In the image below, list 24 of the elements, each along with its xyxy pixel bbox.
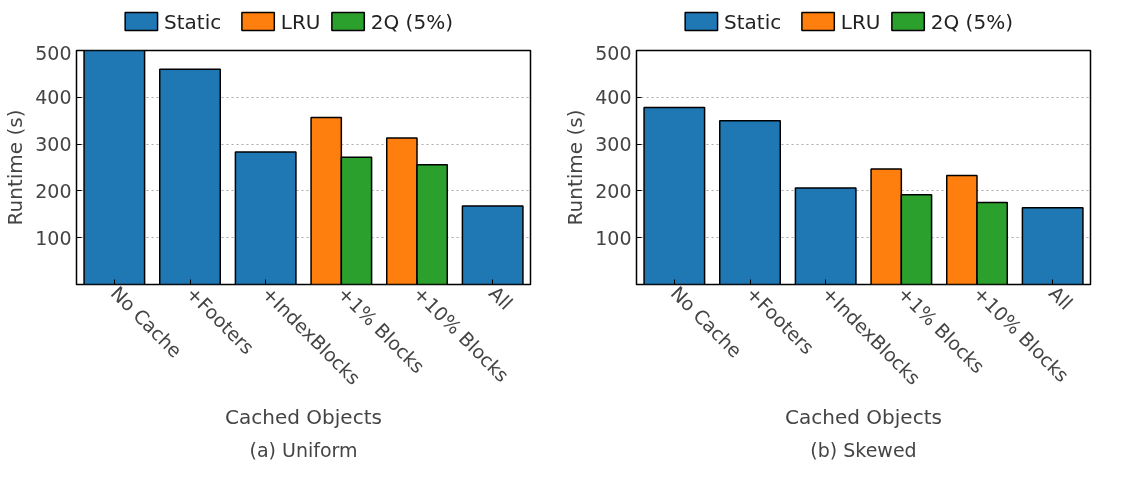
text: (b) Skewed [810,438,917,461]
y-tick-label: 400 [35,86,72,109]
legend-label: Static [724,9,782,34]
y-axis-title: Runtime (s) [3,109,28,226]
y-tick-label: 100 [595,226,632,249]
y-tick-label: 500 [595,41,632,64]
x-axis-title: Cached Objects [785,404,942,429]
legend-label: LRU [840,9,881,34]
y-tick-label: 500 [35,41,72,64]
legend-label: LRU [280,9,321,34]
y-tick-label: 300 [35,133,72,156]
y-tick-label: 200 [35,179,72,202]
x-axis-title: Cached Objects [225,404,382,429]
legend-label: 2Q (5%) [930,9,1013,34]
text: (a) Uniform [249,438,358,461]
y-tick-label: 300 [595,133,632,156]
y-tick-label: 200 [595,179,632,202]
y-tick-label: 100 [35,226,72,249]
x-tick-label: All [484,281,518,314]
y-axis-title: Runtime (s) [563,109,588,226]
legend-label: Static [164,9,222,34]
y-tick-label: 400 [595,86,632,109]
x-tick-label: All [1044,281,1078,314]
legend-label: 2Q (5%) [370,9,453,34]
